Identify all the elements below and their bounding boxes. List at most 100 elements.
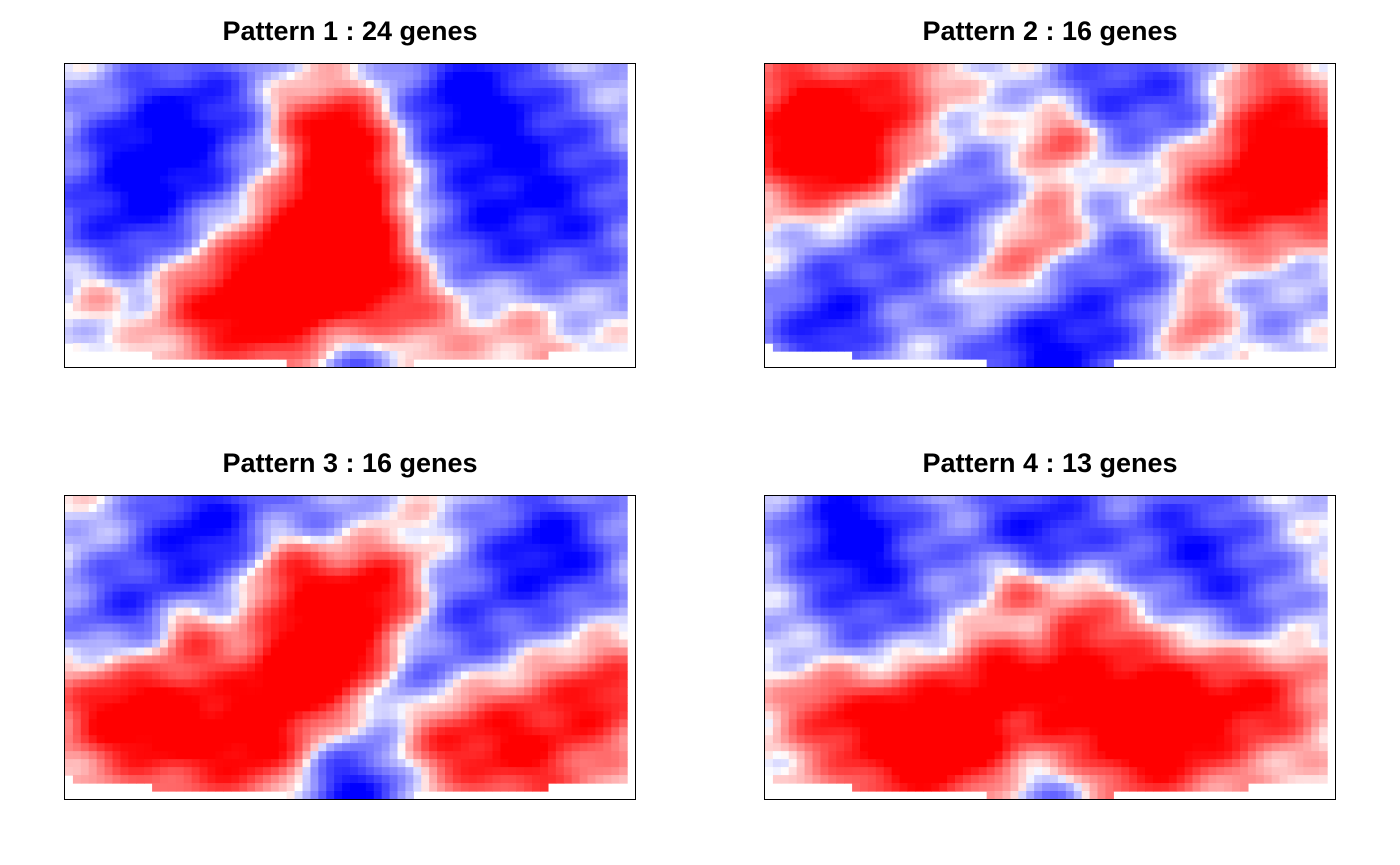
heatmap-cell xyxy=(413,159,422,169)
heatmap-cell xyxy=(1097,223,1107,233)
heatmap-cell xyxy=(1303,231,1312,241)
heatmap-cell xyxy=(1144,183,1154,193)
heatmap-cell xyxy=(986,207,996,217)
heatmap-cell xyxy=(294,335,304,344)
heatmap-cell xyxy=(836,167,845,177)
heatmap-cell xyxy=(444,207,454,217)
heatmap-cell xyxy=(405,191,414,201)
heatmap-cell xyxy=(1247,303,1257,312)
heatmap-cell xyxy=(852,71,861,81)
heatmap-cell xyxy=(788,279,798,288)
heatmap-cell xyxy=(772,199,782,209)
heatmap-cell xyxy=(294,111,304,121)
heatmap-cell xyxy=(571,311,581,320)
heatmap-cell xyxy=(516,311,525,320)
heatmap-cell xyxy=(1026,183,1035,193)
heatmap-cell xyxy=(563,311,573,320)
heatmap-cell xyxy=(563,167,573,177)
heatmap-cell xyxy=(962,319,972,328)
heatmap-cell xyxy=(587,223,597,233)
heatmap-cell xyxy=(326,79,335,89)
heatmap-cell xyxy=(828,183,837,193)
heatmap-cell xyxy=(947,135,956,145)
heatmap-cell xyxy=(1263,231,1273,241)
heatmap-cell xyxy=(765,327,774,336)
heatmap-cell xyxy=(215,351,224,360)
heatmap-cell xyxy=(72,263,82,272)
heatmap-cell xyxy=(1216,287,1225,296)
heatmap-cell xyxy=(1057,167,1067,177)
heatmap-cell xyxy=(80,151,90,161)
heatmap-cell xyxy=(278,231,288,241)
heatmap-cell xyxy=(923,199,932,209)
heatmap-cell xyxy=(381,111,391,121)
heatmap-cell xyxy=(1034,303,1043,312)
heatmap-cell xyxy=(350,335,359,344)
heatmap-cell xyxy=(1002,95,1012,105)
heatmap-cell xyxy=(1160,199,1170,209)
heatmap-cell xyxy=(1224,64,1233,73)
heatmap-cell xyxy=(342,159,351,169)
heatmap-cell xyxy=(65,95,74,105)
heatmap-cell xyxy=(1065,175,1075,185)
heatmap-cell xyxy=(207,95,217,105)
heatmap-cell xyxy=(772,295,782,304)
heatmap-cell xyxy=(1240,87,1249,97)
heatmap-cell xyxy=(444,95,454,105)
heatmap-cell xyxy=(270,231,280,241)
heatmap-cell xyxy=(1160,247,1170,256)
heatmap-cell xyxy=(88,231,98,241)
heatmap-cell xyxy=(1057,79,1067,89)
heatmap-cell xyxy=(286,191,296,201)
heatmap-cell xyxy=(1050,71,1059,81)
heatmap-cell xyxy=(867,151,877,161)
heatmap-cell xyxy=(88,255,98,264)
heatmap-cell xyxy=(452,71,462,81)
heatmap-cell xyxy=(334,199,343,209)
heatmap-cell xyxy=(326,351,335,360)
heatmap-cell xyxy=(429,295,438,304)
heatmap-cell xyxy=(429,207,438,217)
heatmap-cell xyxy=(1255,95,1265,105)
heatmap-cell xyxy=(500,271,509,280)
heatmap-cell xyxy=(931,191,940,201)
heatmap-cell xyxy=(357,335,367,344)
heatmap-cell xyxy=(1097,215,1107,225)
heatmap-cell xyxy=(1144,191,1154,201)
heatmap-cell xyxy=(508,151,517,161)
heatmap-cell xyxy=(994,303,1004,312)
heatmap-cell xyxy=(619,311,628,320)
heatmap-cell xyxy=(96,255,106,264)
heatmap-cell xyxy=(342,151,351,161)
heatmap-cell xyxy=(397,335,407,344)
heatmap-cell xyxy=(1184,143,1194,153)
heatmap-cell xyxy=(1129,79,1138,89)
heatmap-cell xyxy=(1137,231,1146,241)
heatmap-cell xyxy=(1279,263,1289,272)
heatmap-cell xyxy=(1216,255,1225,264)
heatmap-cell xyxy=(1042,191,1051,201)
heatmap-cell xyxy=(342,95,351,105)
heatmap-cell xyxy=(780,87,790,97)
heatmap-cell xyxy=(159,143,169,153)
heatmap-cell xyxy=(247,111,256,121)
heatmap-cell xyxy=(524,79,533,89)
heatmap-cell xyxy=(136,223,145,233)
heatmap-cell xyxy=(334,207,343,217)
heatmap-cell xyxy=(859,207,869,217)
heatmap-cell xyxy=(1042,319,1051,328)
heatmap-cell xyxy=(986,143,996,153)
heatmap-cell xyxy=(286,111,296,121)
heatmap-cell xyxy=(476,303,486,312)
heatmap-cell xyxy=(1319,207,1328,217)
heatmap-cell xyxy=(994,127,1004,137)
heatmap-cell xyxy=(286,239,296,248)
heatmap-cell xyxy=(460,327,470,336)
heatmap-cell xyxy=(112,255,122,264)
heatmap-cell xyxy=(255,159,264,169)
heatmap-cell xyxy=(381,159,391,169)
heatmap-cell xyxy=(112,191,122,201)
heatmap-cell xyxy=(1018,247,1027,256)
heatmap-cell xyxy=(1137,87,1146,97)
heatmap-cell xyxy=(476,231,486,241)
